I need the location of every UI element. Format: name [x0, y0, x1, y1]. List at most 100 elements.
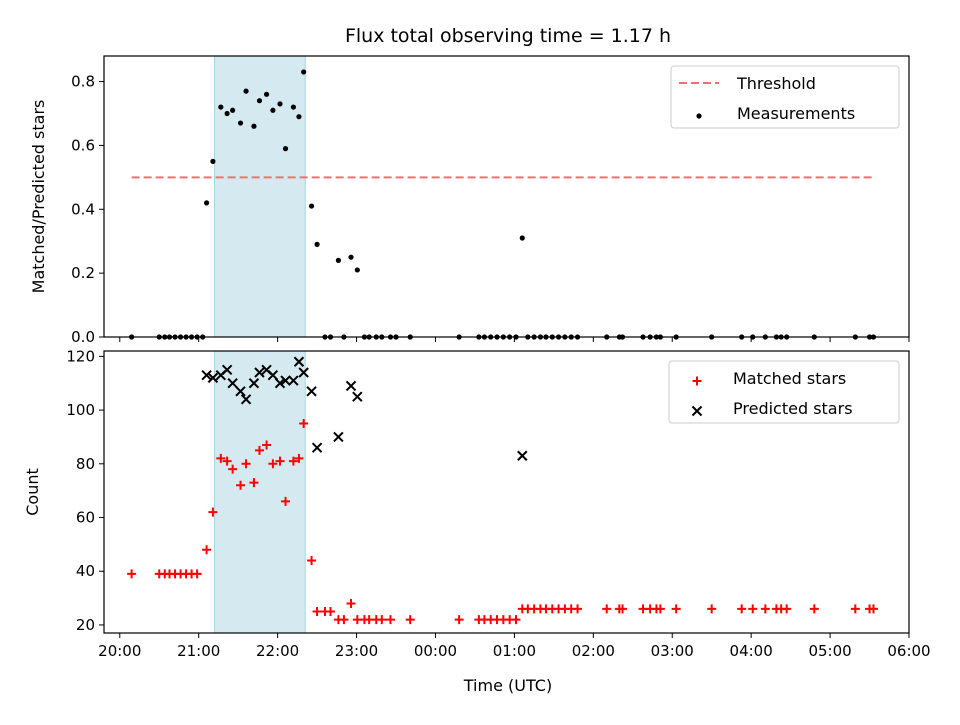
legend-label: Matched stars	[733, 369, 846, 388]
matched-point	[760, 604, 770, 614]
matched-point	[782, 604, 792, 614]
measurement-point	[348, 254, 354, 260]
predicted-point	[293, 356, 305, 367]
measurement-point	[270, 107, 276, 113]
predicted-point	[352, 391, 363, 402]
matched-point	[288, 456, 298, 466]
x-tick-label: 21:00	[177, 642, 220, 660]
measurement-point	[256, 98, 263, 104]
legend: Threshold Measurements	[670, 65, 900, 129]
predicted-point	[207, 372, 219, 384]
matched-point	[339, 615, 349, 625]
y-tick-label: 0.4	[71, 200, 95, 218]
measurement-point	[251, 123, 257, 129]
matched-stars-series	[127, 419, 878, 625]
matched-point	[127, 569, 137, 579]
matched-point	[202, 545, 212, 555]
matched-point	[222, 456, 232, 466]
matched-point	[192, 569, 202, 579]
legend-box	[670, 65, 900, 129]
predicted-point	[280, 375, 291, 386]
matched-point	[236, 480, 246, 490]
matched-point	[454, 615, 464, 625]
predicted-point	[240, 394, 252, 405]
count-panel: 20 40 60 80 100 120 20:00 21:00 22:00 23:00 00:00 0…	[23, 347, 931, 660]
matched-point	[655, 604, 665, 614]
x-tick-label: 20:00	[98, 642, 141, 660]
legend-label: Predicted stars	[733, 399, 853, 418]
matched-point	[262, 440, 272, 450]
measurement-point	[203, 200, 210, 206]
matched-point	[573, 604, 583, 614]
legend-box	[668, 360, 900, 424]
matched-point	[228, 464, 238, 474]
matched-point	[602, 604, 612, 614]
predicted-point	[221, 364, 233, 376]
predicted-point	[274, 378, 286, 389]
ratio-panel: 0.0 0.2 0.4 0.6 0.8 Matched/Predicted stars Th…	[29, 55, 910, 346]
y-tick-label: 0.6	[71, 136, 95, 154]
y-tick-label: 100	[66, 401, 95, 419]
y-tick-label: 0.2	[71, 264, 95, 282]
x-tick-label: 03:00	[651, 642, 694, 660]
matched-point	[511, 615, 521, 625]
matched-point	[307, 555, 317, 565]
y-tick-label: 60	[76, 509, 95, 527]
matched-point	[377, 615, 387, 625]
matched-point	[748, 604, 758, 614]
y-tick-label: 20	[76, 616, 95, 634]
measurement-point	[290, 104, 297, 110]
measurement-point	[314, 241, 320, 247]
measurement-point	[210, 158, 216, 164]
measurement-point	[282, 146, 289, 152]
measurement-point	[301, 69, 307, 75]
measurement-point	[230, 107, 236, 113]
predicted-stars-series	[201, 356, 528, 461]
matched-point	[208, 507, 218, 517]
observing-window-band	[213, 350, 306, 634]
matched-point	[385, 615, 395, 625]
predicted-point	[288, 375, 299, 386]
predicted-point	[254, 367, 265, 378]
chart-title: Flux total observing time = 1.17 h	[345, 25, 671, 47]
x-tick-label: 01:00	[493, 642, 536, 660]
x-tick-label: 06:00	[887, 642, 930, 660]
predicted-point	[333, 431, 344, 443]
matched-point	[249, 478, 259, 488]
matched-point	[294, 453, 304, 463]
predicted-point	[517, 450, 528, 461]
matched-point	[254, 445, 264, 455]
measurement-point	[354, 267, 360, 273]
predicted-point	[267, 369, 279, 381]
predicted-point	[235, 386, 246, 397]
matched-point	[281, 496, 291, 506]
legend: Matched stars Predicted stars	[668, 360, 900, 424]
matched-point	[275, 456, 285, 466]
matched-point	[312, 607, 322, 617]
measurement-point	[277, 101, 283, 107]
y-tick-label: 0.8	[71, 73, 95, 91]
measurement-point	[218, 104, 224, 110]
matched-point	[346, 598, 356, 608]
x-tick-label: 23:00	[335, 642, 378, 660]
y-tick-label: 40	[76, 562, 95, 580]
matched-point	[216, 453, 226, 463]
x-tick-label: 00:00	[414, 642, 457, 660]
y-tick-label: 80	[76, 455, 95, 473]
x-tick-label: 02:00	[572, 642, 615, 660]
measurement-point	[308, 203, 315, 209]
x-tick-label: 04:00	[730, 642, 773, 660]
measurement-point	[237, 120, 244, 126]
plot-frame	[103, 350, 910, 634]
predicted-point	[227, 378, 238, 389]
measurement-point	[296, 114, 302, 120]
measurement-point	[263, 91, 270, 97]
plot-frame	[103, 55, 910, 338]
measurement-point	[519, 235, 525, 241]
legend-label: Threshold	[736, 74, 816, 93]
matched-point	[737, 604, 747, 614]
predicted-point	[311, 442, 323, 453]
y-tick-label: 120	[66, 347, 95, 365]
matched-point	[299, 419, 309, 429]
